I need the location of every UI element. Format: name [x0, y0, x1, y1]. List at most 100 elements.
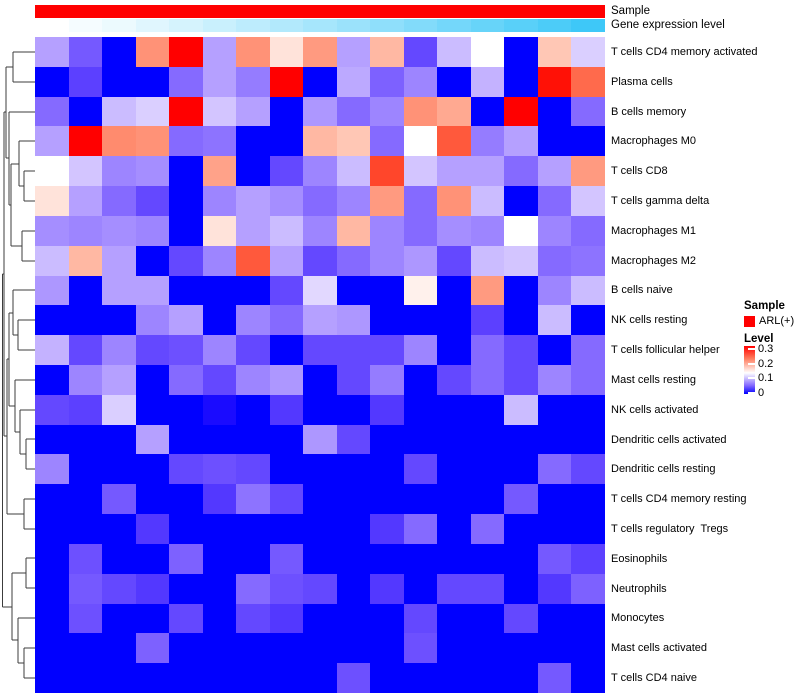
heatmap-cell: [470, 454, 505, 485]
heatmap-cell: [35, 96, 69, 127]
heatmap-cell: [571, 126, 605, 157]
heatmap-cell: [269, 365, 304, 395]
heatmap-cell: [236, 633, 270, 664]
heatmap-cell: [437, 305, 471, 336]
heatmap-cell: [537, 66, 572, 97]
heatmap-cell: [202, 543, 237, 574]
heatmap-cell: [303, 365, 337, 395]
heatmap-cell: [169, 126, 203, 157]
heatmap-cell: [470, 156, 505, 187]
heatmap-cell: [135, 424, 170, 455]
heatmap-cell: [35, 215, 69, 246]
heatmap-cell: [68, 663, 103, 693]
heatmap-cell: [470, 126, 505, 157]
heatmap-cell: [370, 573, 404, 604]
heatmap-cell: [135, 305, 170, 336]
heatmap-cell: [35, 543, 69, 574]
heatmap-cell: [537, 454, 572, 485]
heatmap-cell: [135, 484, 170, 515]
heatmap-cell: [537, 126, 572, 157]
level-tick-label: 0.2: [758, 357, 774, 370]
legend-sample-title: Sample: [744, 300, 785, 312]
heatmap-cell: [370, 454, 404, 485]
heatmap-cell: [135, 663, 170, 693]
heatmap-cell: [102, 275, 136, 306]
heatmap-cell: [68, 514, 103, 544]
heatmap-cell: [202, 66, 237, 97]
heatmap-cell: [303, 37, 337, 67]
heatmap-cell: [571, 603, 605, 634]
heatmap-cell: [537, 156, 572, 187]
heatmap-cell: [336, 633, 371, 664]
heatmap-cell: [35, 365, 69, 395]
heatmap-cell: [470, 365, 505, 395]
heatmap-cell: [169, 365, 203, 395]
heatmap-cell: [68, 633, 103, 664]
heatmap-cell: [537, 215, 572, 246]
heatmap-cell: [571, 156, 605, 187]
heatmap-cell: [403, 156, 438, 187]
heatmap-cell: [403, 245, 438, 276]
heatmap-cell: [336, 573, 371, 604]
heatmap-cell: [169, 573, 203, 604]
heatmap-cell: [202, 245, 237, 276]
heatmap-cell: [303, 633, 337, 664]
heatmap-cell: [269, 66, 304, 97]
heatmap-cell: [571, 394, 605, 425]
heatmap-cell: [269, 514, 304, 544]
heatmap-cell: [370, 633, 404, 664]
heatmap-cell: [169, 275, 203, 306]
heatmap-cell: [303, 126, 337, 157]
heatmap-cell: [437, 37, 471, 67]
heatmap-cell: [403, 514, 438, 544]
heatmap-cell: [202, 394, 237, 425]
heatmap-cell: [504, 603, 538, 634]
heatmap-cell: [202, 275, 237, 306]
heatmap-cell: [336, 663, 371, 693]
row-label: T cells follicular helper: [611, 344, 720, 357]
gene-annotation-label: Gene expression level: [611, 19, 725, 31]
heatmap-cell: [202, 454, 237, 485]
heatmap-cell: [236, 484, 270, 515]
heatmap-cell: [135, 454, 170, 485]
heatmap-cell: [102, 365, 136, 395]
heatmap-cell: [537, 424, 572, 455]
row-label: NK cells activated: [611, 403, 699, 416]
heatmap-cell: [336, 484, 371, 515]
heatmap-cell: [202, 156, 237, 187]
heatmap-cell: [571, 633, 605, 664]
heatmap-cell: [303, 305, 337, 336]
heatmap-cell: [470, 96, 505, 127]
heatmap-cell: [470, 335, 505, 365]
heatmap-cell: [68, 603, 103, 634]
heatmap-cell: [470, 633, 505, 664]
heatmap-cell: [35, 275, 69, 306]
heatmap-cell: [303, 96, 337, 127]
heatmap-cell: [370, 66, 404, 97]
heatmap-cell: [437, 66, 471, 97]
heatmap-cell: [169, 305, 203, 336]
heatmap-cell: [269, 96, 304, 127]
heatmap-cell: [135, 514, 170, 544]
heatmap-cell: [336, 215, 371, 246]
heatmap-cell: [336, 156, 371, 187]
heatmap-cell: [169, 96, 203, 127]
heatmap-cell: [68, 335, 103, 365]
heatmap-cell: [102, 215, 136, 246]
level-tick-label: 0.3: [758, 343, 774, 355]
heatmap-cell: [571, 305, 605, 336]
heatmap-cell: [236, 215, 270, 246]
heatmap-cell: [135, 543, 170, 574]
heatmap-cell: [504, 365, 538, 395]
heatmap-cell: [236, 603, 270, 634]
heatmap-cell: [135, 66, 170, 97]
heatmap-cell: [102, 543, 136, 574]
heatmap-cell: [336, 543, 371, 574]
row-label: T cells regulatory Tregs: [611, 523, 729, 535]
level-tick-mark: [748, 362, 755, 365]
heatmap-cell: [437, 573, 471, 604]
heatmap-cell: [470, 66, 505, 97]
heatmap-cell: [35, 424, 69, 455]
heatmap-cell: [437, 484, 471, 515]
